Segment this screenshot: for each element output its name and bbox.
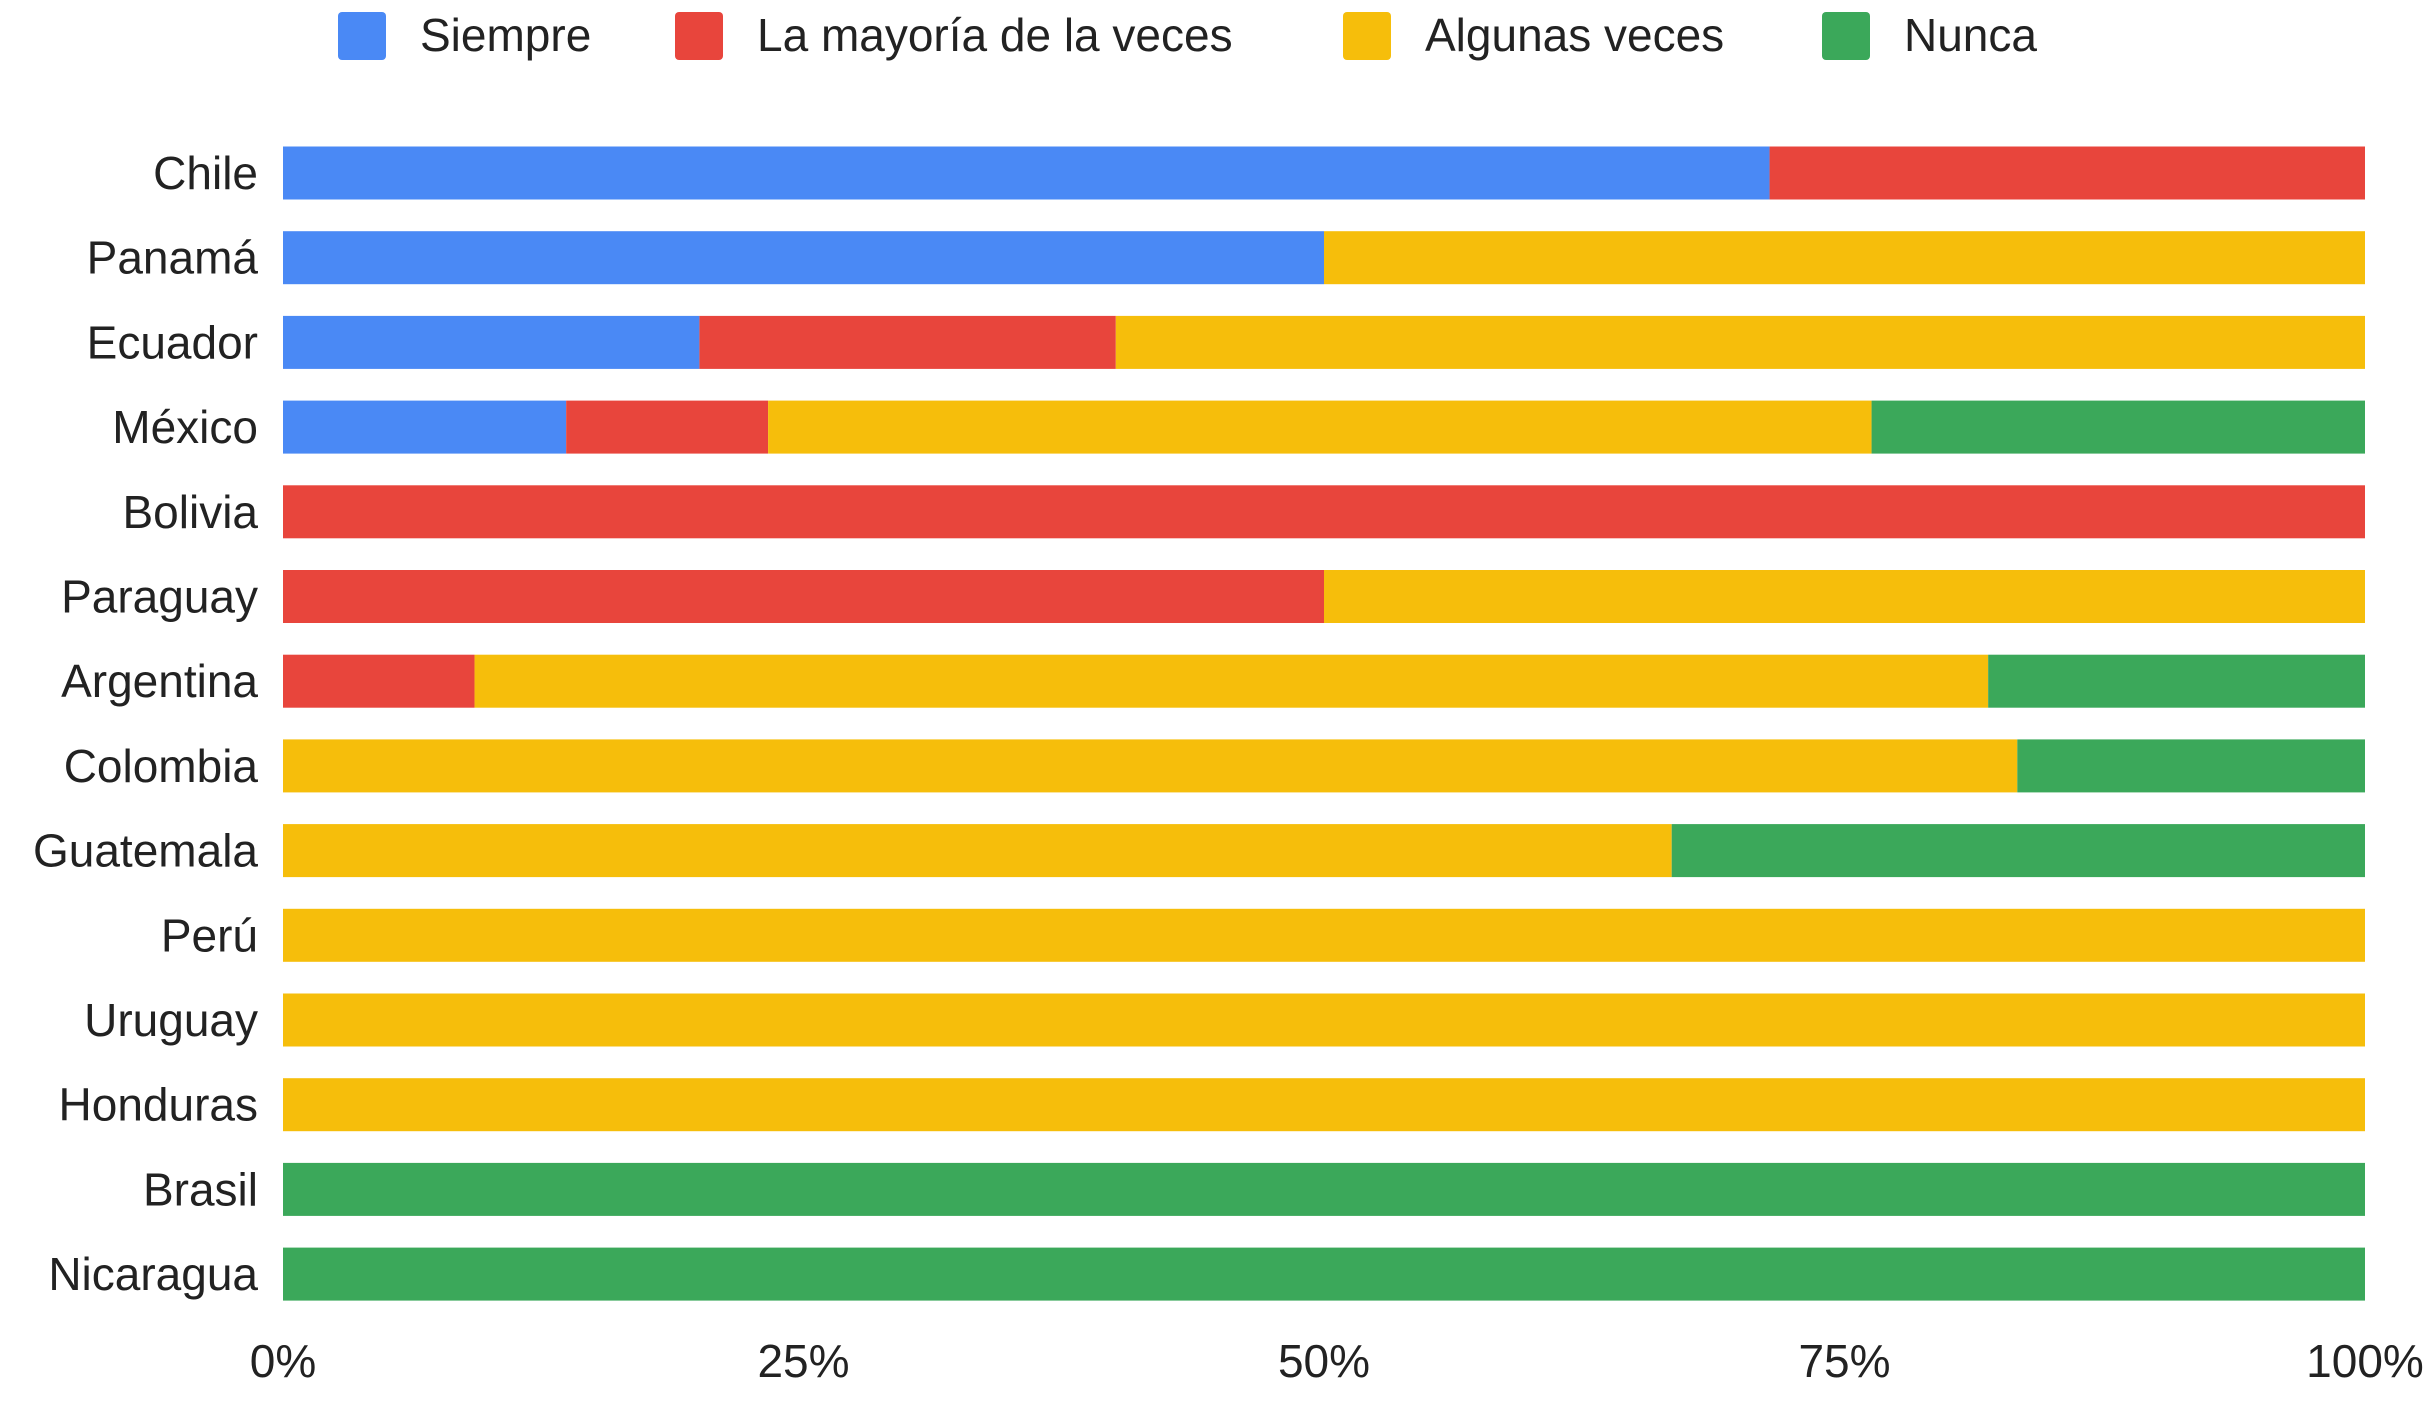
- bar-segment: [1988, 654, 2365, 708]
- bar-segment: [1871, 400, 2365, 454]
- bar-segment: [1769, 146, 2365, 200]
- x-tick-label: 50%: [1278, 1335, 1370, 1387]
- legend-label-4: Nunca: [1904, 9, 2037, 61]
- bar-segment: [1115, 315, 2365, 369]
- x-tick-label: 75%: [1798, 1335, 1890, 1387]
- bars: [283, 146, 2365, 1301]
- category-label: Argentina: [61, 655, 258, 707]
- legend-swatch-3: [1343, 12, 1391, 60]
- x-axis: 0% 25% 50% 75% 100%: [250, 1335, 2424, 1387]
- bar-segment: [283, 908, 2365, 962]
- category-label: Bolivia: [122, 486, 258, 538]
- category-label: Honduras: [59, 1079, 258, 1131]
- category-label: Brasil: [143, 1163, 258, 1215]
- legend-swatch-4: [1822, 12, 1870, 60]
- category-label: México: [112, 401, 258, 453]
- bar-segment: [283, 1247, 2365, 1301]
- x-tick-label: 25%: [757, 1335, 849, 1387]
- category-label: Guatemala: [33, 825, 258, 877]
- category-label: Perú: [161, 909, 258, 961]
- bar-segment: [283, 570, 1324, 623]
- bar-segment: [283, 1162, 2365, 1216]
- category-label: Nicaragua: [48, 1248, 258, 1300]
- bar-segment: [283, 739, 2018, 793]
- bar-segment: [1324, 231, 2365, 285]
- legend-swatch-1: [338, 12, 386, 60]
- bar-segment: [699, 315, 1116, 369]
- bar-segment: [2017, 739, 2365, 793]
- category-label: Paraguay: [61, 571, 258, 623]
- bar-segment: [283, 1078, 2365, 1132]
- bar-segment: [283, 146, 1770, 200]
- legend-label-1: Siempre: [420, 9, 591, 61]
- bar-segment: [283, 993, 2365, 1047]
- legend-swatch-2: [675, 12, 723, 60]
- bar-segment: [283, 231, 1324, 285]
- category-label: Chile: [153, 147, 258, 199]
- bar-segment: [1324, 570, 2365, 623]
- bar-segment: [283, 485, 2365, 539]
- bar-segment: [283, 315, 700, 369]
- category-label: Ecuador: [87, 316, 258, 368]
- bar-segment: [283, 654, 475, 708]
- category-label: Colombia: [64, 740, 259, 792]
- category-label: Uruguay: [84, 994, 258, 1046]
- x-tick-label: 0%: [250, 1335, 316, 1387]
- legend-label-2: La mayoría de la veces: [757, 9, 1233, 61]
- bar-segment: [283, 400, 567, 454]
- bar-segment: [1671, 824, 2365, 878]
- x-tick-label: 100%: [2306, 1335, 2424, 1387]
- legend-label-3: Algunas veces: [1425, 9, 1724, 61]
- bar-segment: [768, 400, 1872, 454]
- category-labels: Chile Panamá Ecuador México Bolivia Paraguay A…: [33, 147, 258, 1300]
- legend: Siempre La mayoría de la veces Algunas vec…: [338, 9, 2037, 61]
- category-label: Panamá: [87, 232, 259, 284]
- bar-segment: [566, 400, 769, 454]
- bar-segment: [283, 824, 1672, 878]
- bar-segment: [474, 654, 1989, 708]
